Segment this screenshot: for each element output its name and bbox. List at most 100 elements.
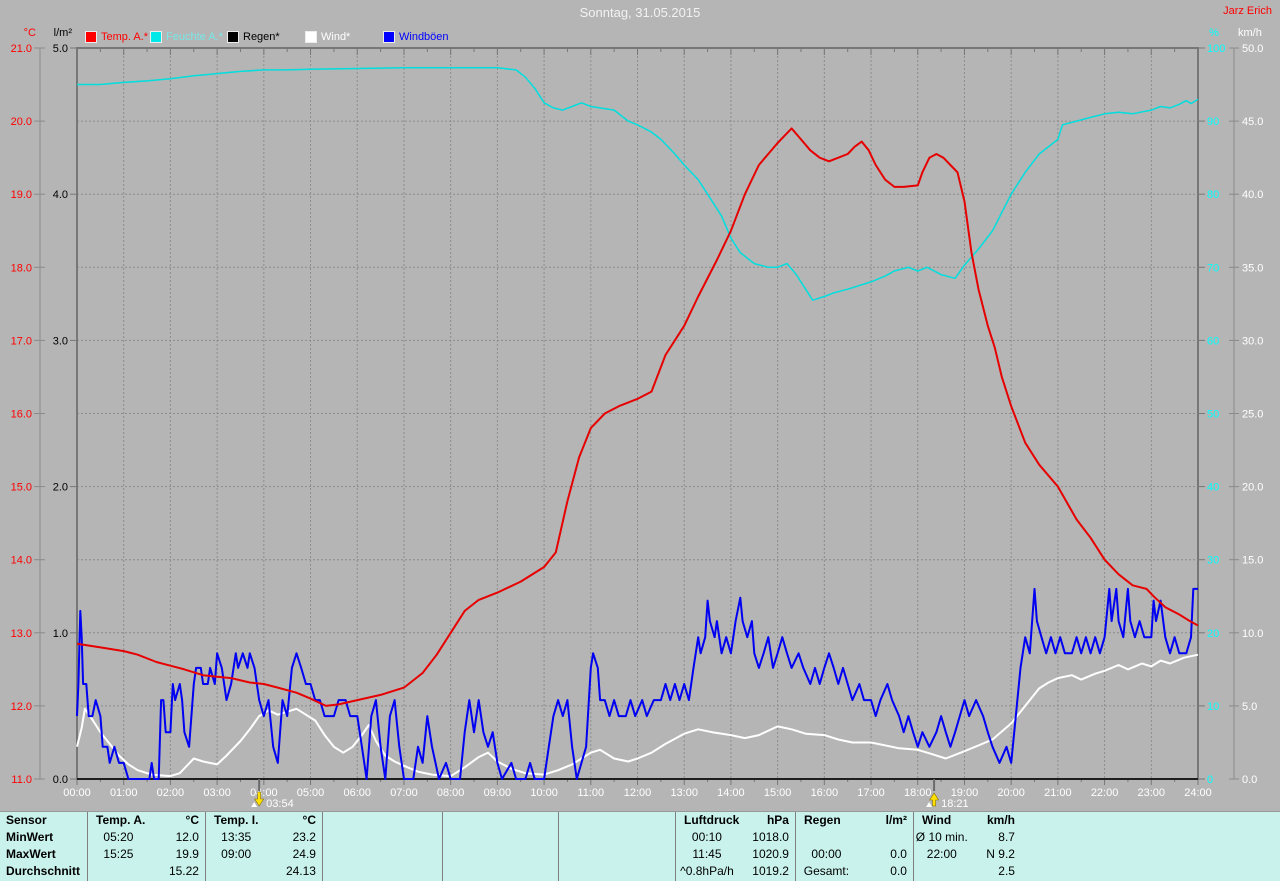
stats-row-label: Sensor <box>6 813 47 827</box>
x-tick-label: 17:00 <box>857 787 885 799</box>
stats-value-time: 09:00 <box>221 847 252 861</box>
temp-tick-label: 12.0 <box>11 701 32 713</box>
temp-tick-label: 14.0 <box>11 555 32 567</box>
legend-swatch <box>150 31 162 43</box>
legend-label: Feuchte A.* <box>166 31 223 43</box>
temp-tick-label: 13.0 <box>11 628 32 640</box>
windspeed-tick-label: 40.0 <box>1242 189 1263 201</box>
stats-col-3 <box>322 812 442 881</box>
stats-col-header: Luftdruck <box>684 813 740 827</box>
stats-row-label: MinWert <box>6 830 54 844</box>
temp-tick-label: 15.0 <box>11 482 32 494</box>
legend-swatch <box>383 31 395 43</box>
stats-value-time: Gesamt: <box>803 864 850 878</box>
legend-label: Windböen <box>399 31 449 43</box>
stats-col-header: Temp. A. <box>96 813 146 827</box>
legend-swatch <box>85 31 97 43</box>
stats-value: 0.0 <box>890 847 907 861</box>
stats-value: 2.5 <box>998 864 1015 878</box>
stats-col-unit <box>385 812 442 829</box>
sun-arrow-icon <box>929 792 940 807</box>
stats-row-label: MaxWert <box>6 847 56 861</box>
series-windböen <box>76 587 1198 780</box>
x-tick-label: 07:00 <box>390 787 418 799</box>
x-tick-label: 11:00 <box>577 787 604 799</box>
stats-value-time <box>796 829 857 846</box>
rain-tick-label: 1.0 <box>53 628 68 640</box>
stats-col-6: Luftdruck hPa 00:10 1018.0 11:45 1020.9 ^0.8hP… <box>675 812 795 881</box>
humidity-tick-label: 70 <box>1207 262 1219 274</box>
humidity-tick-label: 90 <box>1207 116 1219 128</box>
stats-value-time <box>443 863 503 880</box>
stats-col-unit <box>619 812 675 829</box>
temp-tick-label: 19.0 <box>11 189 32 201</box>
humidity-tick-label: 0 <box>1207 774 1213 786</box>
windspeed-axis-unit: km/h <box>1238 27 1262 39</box>
stats-value-time <box>206 863 266 880</box>
temp-tick-label: 21.0 <box>11 43 32 55</box>
stats-col-unit: hPa <box>766 813 789 827</box>
humidity-tick-label: 80 <box>1207 189 1219 201</box>
stats-value-time: 22:00 <box>926 847 957 861</box>
windspeed-tick-label: 20.0 <box>1242 482 1263 494</box>
humidity-axis-unit: % <box>1209 27 1219 39</box>
x-tick-label: 01:00 <box>110 787 138 799</box>
stats-value <box>503 846 558 863</box>
page-title: Sonntag, 31.05.2015 <box>579 5 701 20</box>
x-tick-label: 06:00 <box>343 787 371 799</box>
x-tick-label: 18:00 <box>904 787 932 799</box>
x-tick-label: 10:00 <box>530 787 558 799</box>
windspeed-tick-label: 50.0 <box>1242 43 1263 55</box>
stats-value <box>619 863 675 880</box>
stats-value-time <box>914 863 970 880</box>
stats-col-header: Wind <box>922 813 952 827</box>
stats-value-time: 00:10 <box>691 830 722 844</box>
legend-item-4: Wind* <box>305 30 350 44</box>
stats-value-time <box>323 863 385 880</box>
stats-value-time <box>88 863 149 880</box>
chart-canvas: 21.0 20.0 19.0 18.0 17.0 16.0 15.0 14.0 13.0 12.0… <box>11 43 1264 810</box>
stats-value <box>619 829 675 846</box>
legend-swatch <box>305 31 317 43</box>
stats-value <box>857 829 913 846</box>
stats-value <box>503 829 558 846</box>
windspeed-tick-label: 15.0 <box>1242 555 1263 567</box>
stats-value-time: 05:20 <box>103 830 134 844</box>
rain-tick-label: 5.0 <box>53 43 68 55</box>
sun-accent-icon <box>926 802 933 807</box>
stats-value: 12.0 <box>175 830 199 844</box>
stats-col-8: Wind km/h Ø 10 min. 8.7 22:00 N 9.2 2.5 <box>913 812 1280 881</box>
temp-tick-label: 17.0 <box>11 335 32 347</box>
stats-value: 24.13 <box>285 864 316 878</box>
windspeed-tick-label: 25.0 <box>1242 409 1263 421</box>
stats-value: 1020.9 <box>752 847 789 861</box>
stats-value-time <box>323 829 385 846</box>
stats-value-time: ^0.8hPa/h <box>680 864 734 878</box>
x-tick-label: 22:00 <box>1091 787 1119 799</box>
stats-value <box>385 829 442 846</box>
series-wind <box>76 653 1199 778</box>
rain-tick-label: 2.0 <box>53 482 68 494</box>
stats-col-header <box>443 812 503 829</box>
stats-col-7: Regen l/m² 00:00 0.0 Gesamt: 0.0 <box>795 812 913 881</box>
sun-marker-time: 03:54 <box>266 798 294 810</box>
x-tick-label: 23:00 <box>1138 787 1166 799</box>
x-tick-label: 03:00 <box>203 787 231 799</box>
stats-col-header: Temp. I. <box>214 813 259 827</box>
rain-tick-label: 3.0 <box>53 335 68 347</box>
stats-col-unit <box>503 812 558 829</box>
stats-value: 23.2 <box>292 830 316 844</box>
x-tick-label: 05:00 <box>297 787 325 799</box>
x-tick-label: 24:00 <box>1184 787 1212 799</box>
stats-col-unit: °C <box>302 813 316 827</box>
x-tick-label: 00:00 <box>63 787 91 799</box>
stats-col-4 <box>442 812 558 881</box>
sun-marker-time: 18:21 <box>941 798 969 810</box>
stats-value-time: 13:35 <box>221 830 252 844</box>
sun-arrow-icon <box>254 791 265 807</box>
station-name: Jarz Erich <box>1223 5 1272 17</box>
stats-col-1: Temp. A. °C 05:20 12.0 15:25 19.9 15.22 <box>87 812 205 881</box>
temp-tick-label: 20.0 <box>11 116 32 128</box>
legend-item-2: Feuchte A.* <box>150 30 223 44</box>
humidity-tick-label: 20 <box>1207 628 1219 640</box>
